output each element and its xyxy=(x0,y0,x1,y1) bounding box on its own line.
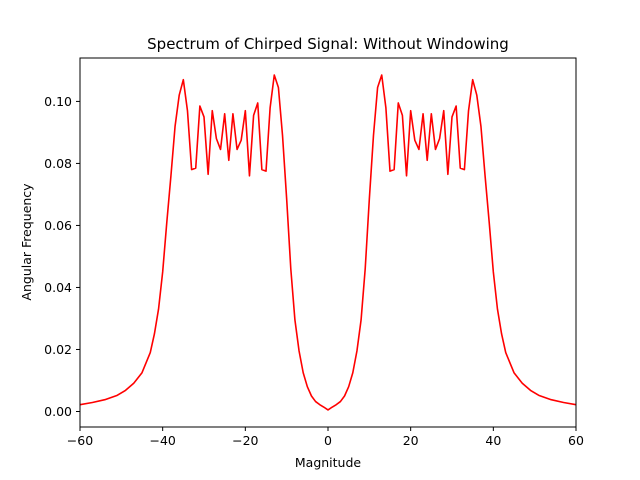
y-tick-label: 0.10 xyxy=(44,94,72,109)
x-tick-label: 20 xyxy=(403,433,419,448)
y-tick-label: 0.02 xyxy=(44,342,72,357)
series-line-0 xyxy=(79,74,577,411)
x-tick-label: 60 xyxy=(568,433,584,448)
x-tick-label: −20 xyxy=(232,433,258,448)
plot-area xyxy=(79,74,577,411)
y-axis-label: Angular Frequency xyxy=(19,183,34,301)
x-axis: −60 −40 −20 0 20 40 60 xyxy=(67,427,584,448)
chart-title: Spectrum of Chirped Signal: Without Wind… xyxy=(147,35,509,53)
y-tick-label: 0.06 xyxy=(44,218,72,233)
y-tick-label: 0.00 xyxy=(44,404,72,419)
y-tick-label: 0.04 xyxy=(44,280,72,295)
y-axis: 0.00 0.02 0.04 0.06 0.08 0.10 xyxy=(44,94,80,419)
y-tick-label: 0.08 xyxy=(44,156,72,171)
x-tick-label: 0 xyxy=(324,433,332,448)
x-tick-label: −60 xyxy=(67,433,93,448)
x-tick-label: 40 xyxy=(485,433,501,448)
x-tick-label: −40 xyxy=(149,433,175,448)
x-axis-label: Magnitude xyxy=(295,455,362,470)
